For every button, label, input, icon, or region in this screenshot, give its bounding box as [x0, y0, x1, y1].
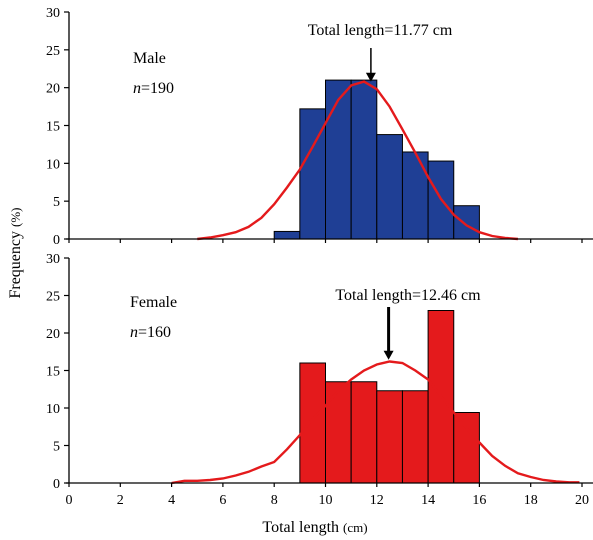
male-sample-size: n=190 — [133, 80, 174, 97]
male-y-tick-label: 25 — [46, 44, 60, 59]
male-mean-arrow — [365, 48, 376, 82]
male-bar — [350, 79, 378, 240]
x-tick-label: 20 — [575, 493, 589, 508]
female-sample-size: n=160 — [130, 324, 171, 341]
male-y-tick-label: 10 — [46, 157, 60, 172]
female-y-tick-label: 30 — [46, 252, 60, 267]
male-bar — [273, 230, 301, 240]
x-tick-label: 10 — [319, 493, 333, 508]
x-tick-label: 18 — [524, 493, 538, 508]
x-tick-label: 14 — [421, 493, 435, 508]
female-normal-curve — [171, 360, 580, 485]
female-n-symbol: n — [130, 324, 138, 341]
x-axis-label: Total length (cm) — [262, 519, 367, 536]
x-tick-label: 6 — [219, 493, 226, 508]
male-y-tick-label: 15 — [46, 120, 60, 135]
male-mean-annotation: Total length=11.77 cm — [308, 22, 453, 39]
male-y-tick-label: 0 — [53, 233, 60, 248]
female-y-tick-label: 25 — [46, 290, 60, 305]
x-axis-label-main: Total length — [262, 519, 339, 536]
x-tick-label: 4 — [168, 493, 175, 508]
female-bar — [453, 412, 480, 484]
female-y-tick-label: 15 — [46, 365, 60, 380]
male-y-tick-label: 5 — [53, 195, 60, 210]
male-bar — [401, 151, 429, 240]
female-sex-label: Female — [130, 294, 177, 311]
female-bar — [350, 381, 378, 484]
male-bar — [376, 134, 403, 240]
x-tick-label: 0 — [66, 493, 73, 508]
female-n-value: =160 — [138, 324, 171, 341]
female-bars — [299, 310, 480, 484]
female-y-tick-label: 10 — [46, 402, 60, 417]
female-bar — [299, 362, 327, 484]
female-bar — [401, 390, 429, 484]
female-mean-annotation: Total length=12.46 cm — [335, 287, 481, 304]
male-bar — [453, 205, 480, 240]
x-tick-label: 2 — [117, 493, 124, 508]
x-axis-label-unit: (cm) — [343, 520, 368, 535]
y-axis-label-unit: (%) — [8, 207, 23, 227]
male-sex-label: Male — [133, 50, 166, 67]
male-normal-curve — [197, 80, 519, 241]
male-y-tick-label: 20 — [46, 82, 60, 97]
male-n-symbol: n — [133, 80, 141, 97]
female-bar — [376, 390, 403, 484]
male-bar — [325, 79, 352, 240]
x-tick-label: 12 — [370, 493, 384, 508]
female-y-ticks: 0 5 10 15 20 25 30 — [46, 252, 69, 492]
y-axis-label-main: Frequency — [7, 231, 24, 299]
x-tick-label: 16 — [472, 493, 486, 508]
female-y-tick-label: 0 — [53, 477, 60, 492]
female-arrow-head — [383, 350, 394, 360]
female-bar — [325, 381, 352, 484]
male-n-value: =190 — [141, 80, 174, 97]
male-panel: 0 5 10 15 20 25 30 Male n=190 Total length=11.… — [46, 6, 593, 248]
y-axis-label: Frequency (%) — [7, 207, 24, 298]
x-tick-label: 8 — [271, 493, 278, 508]
female-panel: 0 5 10 15 20 25 30 0 2 4 6 8 10 12 14 16 18 20 Female n=… — [46, 252, 593, 508]
x-axis-ticks: 0 2 4 6 8 10 12 14 16 18 20 — [66, 483, 589, 508]
male-arrow-head — [365, 72, 376, 82]
female-y-tick-label: 20 — [46, 327, 60, 342]
female-y-tick-label: 5 — [53, 440, 60, 455]
male-y-ticks: 0 5 10 15 20 25 30 — [46, 6, 69, 248]
male-y-tick-label: 30 — [46, 6, 60, 21]
male-x-ticks — [68, 239, 583, 243]
female-mean-arrow — [383, 307, 394, 360]
